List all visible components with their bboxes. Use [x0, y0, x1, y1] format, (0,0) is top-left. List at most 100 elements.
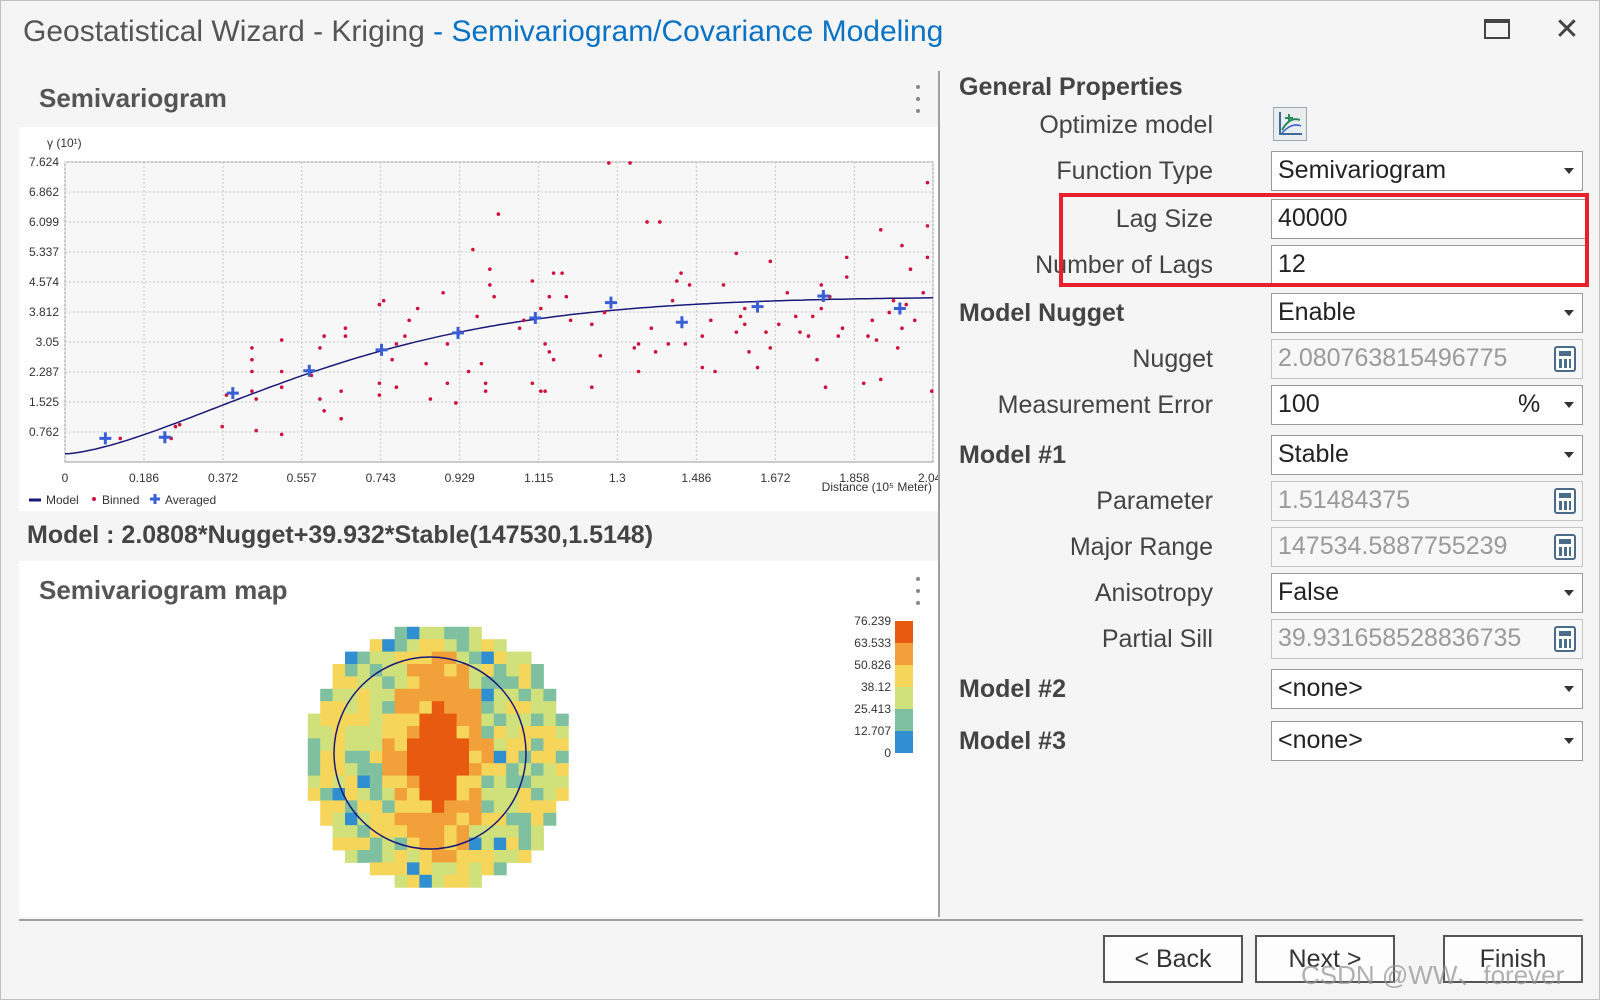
lag-size-input[interactable]: 40000: [1271, 199, 1587, 239]
title-bar: Geostatistical Wizard - Kriging - Semiva…: [1, 1, 1600, 65]
map-cell: [493, 788, 507, 801]
calculator-icon[interactable]: [1554, 626, 1576, 652]
binned-point: [445, 381, 450, 386]
map-cell: [382, 639, 396, 653]
binned-point: [806, 334, 811, 338]
calculator-icon[interactable]: [1554, 534, 1576, 560]
binned-point: [679, 271, 683, 275]
semivariogram-map-menu-icon[interactable]: [915, 577, 921, 605]
binned-point: [279, 338, 284, 342]
map-cell: [382, 862, 396, 876]
maximize-button[interactable]: [1475, 11, 1519, 47]
map-cell: [469, 800, 482, 814]
binned-point: [738, 314, 743, 319]
close-button[interactable]: ✕: [1545, 11, 1589, 47]
map-cell: [543, 763, 557, 777]
map-cell: [419, 713, 433, 727]
finish-button[interactable]: Finish: [1443, 935, 1583, 983]
lag-highlight-box: [1059, 193, 1589, 287]
number-of-lags-input[interactable]: 12: [1271, 245, 1587, 285]
map-cell: [493, 862, 507, 876]
title-prefix: Geostatistical Wizard - Kriging: [23, 15, 425, 48]
calculator-icon[interactable]: [1554, 346, 1576, 372]
binned-point: [819, 283, 824, 287]
optimize-model-button[interactable]: [1273, 107, 1307, 141]
map-cell: [531, 788, 544, 801]
semivariogram-menu-icon[interactable]: [915, 85, 921, 113]
nugget-value: 2.080763815496775: [1278, 344, 1508, 372]
binned-point: [177, 422, 182, 427]
measurement-error-unit[interactable]: %: [1518, 390, 1541, 418]
map-cell: [456, 850, 470, 863]
map-cell: [345, 850, 358, 863]
measurement-error-label: Measurement Error: [997, 391, 1213, 419]
map-cell: [382, 651, 396, 665]
map-cell: [456, 775, 470, 789]
map-cell: [369, 726, 383, 739]
measurement-error-input[interactable]: 100%: [1271, 385, 1583, 425]
map-cell: [555, 713, 569, 727]
partial-sill-input[interactable]: 39.931658528836735: [1271, 619, 1583, 659]
binned-point: [279, 432, 284, 437]
lag-size-label: Lag Size: [1115, 205, 1213, 233]
x-tick-label: 0.929: [445, 471, 475, 485]
map-cell: [469, 750, 482, 764]
map-cell: [369, 750, 383, 764]
binned-point: [925, 224, 930, 228]
map-cell: [493, 850, 507, 863]
map-cell: [382, 812, 396, 826]
map-cell: [345, 701, 358, 715]
chevron-down-icon: [1564, 168, 1574, 174]
averaged-point: [452, 326, 464, 339]
map-cell: [369, 713, 383, 727]
map-cell: [332, 800, 346, 814]
binned-point: [250, 357, 254, 362]
map-cell: [506, 763, 520, 777]
map-cell: [382, 688, 396, 702]
binned-point: [279, 369, 284, 374]
binned-point: [543, 342, 547, 346]
nugget-input[interactable]: 2.080763815496775: [1271, 339, 1583, 379]
model-1-select[interactable]: Stable: [1271, 435, 1583, 475]
scale-swatch: [895, 665, 913, 687]
map-cell: [481, 837, 495, 851]
map-cell: [493, 664, 507, 677]
parameter-value: 1.51484375: [1278, 486, 1411, 514]
model-nugget-label: Model Nugget: [959, 299, 1125, 327]
map-cell: [431, 763, 445, 777]
binned-point: [377, 302, 382, 307]
averaged-point: [751, 300, 764, 313]
anisotropy-select[interactable]: False: [1271, 573, 1583, 613]
map-cell: [369, 800, 383, 814]
binned-point: [254, 428, 258, 433]
scale-label: 0: [884, 746, 891, 760]
map-cell: [431, 874, 445, 888]
function-type-select[interactable]: Semivariogram: [1271, 151, 1583, 191]
map-cell: [469, 639, 482, 653]
map-cell: [332, 738, 346, 752]
model-nugget-select[interactable]: Enable: [1271, 293, 1583, 333]
model-1-value: Stable: [1278, 440, 1349, 468]
next-button[interactable]: Next >: [1255, 935, 1395, 983]
optimize-chart-icon: [1279, 112, 1302, 135]
map-cell: [419, 676, 433, 690]
model-2-select[interactable]: <none>: [1271, 669, 1583, 709]
binned-point: [925, 180, 930, 185]
major-range-input[interactable]: 147534.5887755239: [1271, 527, 1583, 567]
model-nugget-value: Enable: [1278, 298, 1356, 326]
map-cell: [407, 862, 420, 876]
map-cell: [357, 837, 371, 851]
binned-point: [658, 220, 662, 224]
map-cell: [431, 775, 445, 789]
map-cell: [531, 800, 544, 814]
binned-point: [798, 330, 802, 334]
parameter-input[interactable]: 1.51484375: [1271, 481, 1583, 521]
back-button[interactable]: < Back: [1103, 935, 1243, 983]
model-3-select[interactable]: <none>: [1271, 721, 1583, 761]
chevron-down-icon: [1564, 686, 1574, 692]
binned-point: [454, 401, 458, 405]
map-cell: [345, 726, 358, 739]
chevron-down-icon: [1564, 738, 1574, 744]
legend-model: Model: [46, 493, 79, 507]
calculator-icon[interactable]: [1554, 488, 1576, 514]
